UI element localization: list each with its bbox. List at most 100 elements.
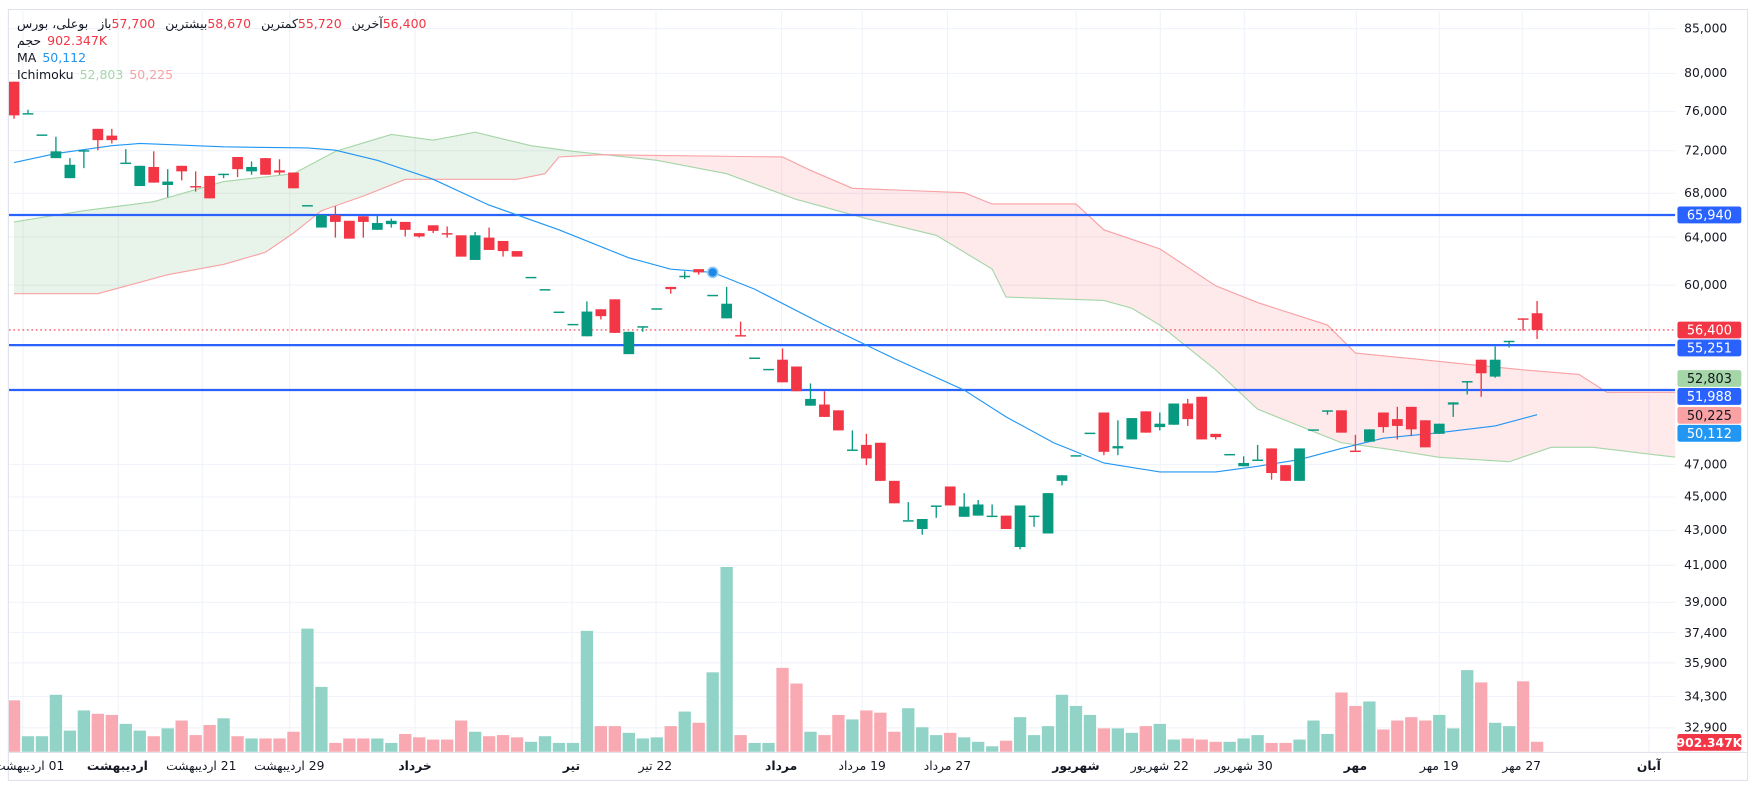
candle[interactable] bbox=[609, 299, 621, 333]
candle[interactable] bbox=[36, 134, 48, 136]
candle[interactable] bbox=[1419, 420, 1431, 448]
candle[interactable] bbox=[651, 308, 663, 310]
candle[interactable] bbox=[1000, 515, 1012, 530]
candle[interactable] bbox=[1070, 455, 1082, 457]
candle[interactable] bbox=[581, 301, 593, 337]
candle[interactable] bbox=[106, 128, 118, 144]
candle[interactable] bbox=[1405, 406, 1417, 437]
candle[interactable] bbox=[455, 235, 467, 257]
candle[interactable] bbox=[1364, 429, 1375, 442]
candle[interactable] bbox=[1112, 420, 1124, 456]
candle[interactable] bbox=[539, 289, 551, 291]
candle[interactable] bbox=[1433, 423, 1445, 434]
candle[interactable] bbox=[176, 165, 188, 181]
candle[interactable] bbox=[777, 348, 788, 383]
candle[interactable] bbox=[316, 215, 327, 228]
candle[interactable] bbox=[1461, 381, 1473, 395]
ma-marker-dot[interactable] bbox=[706, 266, 719, 279]
candle[interactable] bbox=[1014, 505, 1026, 550]
candle[interactable] bbox=[1280, 465, 1291, 481]
candle[interactable] bbox=[1126, 418, 1138, 440]
candle[interactable] bbox=[274, 159, 285, 175]
candle[interactable] bbox=[497, 240, 509, 257]
candle[interactable] bbox=[1056, 475, 1068, 486]
candle[interactable] bbox=[902, 502, 914, 522]
candle[interactable] bbox=[1196, 396, 1208, 440]
candle[interactable] bbox=[707, 294, 719, 297]
candle[interactable] bbox=[288, 172, 299, 189]
candle[interactable] bbox=[721, 286, 733, 319]
candle[interactable] bbox=[1224, 453, 1236, 456]
candle[interactable] bbox=[1182, 398, 1194, 426]
candle[interactable] bbox=[986, 504, 998, 518]
candle[interactable] bbox=[1322, 410, 1333, 415]
candle[interactable] bbox=[427, 225, 439, 234]
candle[interactable] bbox=[1531, 300, 1543, 339]
candle[interactable] bbox=[1154, 412, 1166, 431]
candle[interactable] bbox=[1377, 412, 1389, 433]
candle[interactable] bbox=[847, 430, 858, 451]
candle[interactable] bbox=[763, 368, 774, 371]
candle[interactable] bbox=[260, 158, 271, 175]
candle[interactable] bbox=[1084, 432, 1096, 435]
candle[interactable] bbox=[665, 286, 677, 294]
candle[interactable] bbox=[1252, 444, 1263, 461]
candle[interactable] bbox=[1475, 359, 1487, 397]
candle[interactable] bbox=[805, 383, 816, 406]
candle[interactable] bbox=[8, 81, 20, 119]
candle[interactable] bbox=[1210, 433, 1222, 440]
candle[interactable] bbox=[1350, 434, 1361, 453]
candle[interactable] bbox=[371, 215, 383, 230]
candle[interactable] bbox=[357, 216, 369, 238]
candle[interactable] bbox=[972, 500, 984, 516]
candle[interactable] bbox=[1503, 340, 1515, 348]
time-axis[interactable]: 01 اردیبهشت اردیبهشت 21 اردیبهشت 29 اردیبهش… bbox=[0, 758, 1662, 774]
candle[interactable] bbox=[330, 206, 341, 238]
candle[interactable] bbox=[1238, 456, 1250, 467]
candle[interactable] bbox=[1098, 412, 1110, 456]
candle[interactable] bbox=[483, 227, 495, 250]
candle[interactable] bbox=[944, 486, 956, 506]
candle[interactable] bbox=[1517, 318, 1529, 331]
candle[interactable] bbox=[1336, 410, 1347, 433]
symbol-name[interactable]: بوعلی، بورس bbox=[17, 16, 89, 31]
candle[interactable] bbox=[385, 218, 397, 228]
candle[interactable] bbox=[525, 276, 537, 279]
candle[interactable] bbox=[413, 233, 425, 238]
candle[interactable] bbox=[749, 357, 760, 359]
candle[interactable] bbox=[511, 251, 523, 257]
candle[interactable] bbox=[1308, 429, 1319, 431]
candle[interactable] bbox=[874, 442, 886, 481]
candle[interactable] bbox=[134, 165, 146, 187]
candle[interactable] bbox=[1489, 346, 1501, 378]
candle[interactable] bbox=[791, 366, 802, 392]
candle[interactable] bbox=[819, 391, 830, 417]
candle[interactable] bbox=[860, 433, 872, 466]
price-axis[interactable]: 85,000 80,000 76,000 72,000 68,000 64,000 60,0… bbox=[1677, 21, 1743, 751]
legend-ma-row[interactable]: MA 50,112 bbox=[17, 49, 426, 66]
candle[interactable] bbox=[120, 149, 132, 165]
candle[interactable] bbox=[1168, 403, 1180, 425]
candle[interactable] bbox=[553, 311, 565, 314]
legend-volume-row[interactable]: حجم 902.347K bbox=[17, 32, 426, 49]
candle[interactable] bbox=[441, 226, 453, 238]
candle[interactable] bbox=[162, 169, 174, 198]
candle[interactable] bbox=[92, 128, 104, 151]
candle[interactable] bbox=[679, 271, 691, 280]
candle[interactable] bbox=[693, 269, 705, 275]
candle[interactable] bbox=[833, 410, 844, 431]
candle[interactable] bbox=[567, 323, 579, 326]
candle[interactable] bbox=[148, 151, 160, 183]
candle[interactable] bbox=[78, 150, 90, 169]
candle[interactable] bbox=[1391, 406, 1403, 440]
candle[interactable] bbox=[469, 231, 481, 260]
candle[interactable] bbox=[204, 175, 216, 199]
candle[interactable] bbox=[22, 109, 34, 115]
candle[interactable] bbox=[190, 171, 202, 192]
candle[interactable] bbox=[218, 173, 229, 179]
candle[interactable] bbox=[232, 156, 243, 177]
candle[interactable] bbox=[399, 221, 411, 237]
candle[interactable] bbox=[888, 480, 900, 504]
candle[interactable] bbox=[930, 505, 942, 518]
candle[interactable] bbox=[1266, 448, 1277, 480]
